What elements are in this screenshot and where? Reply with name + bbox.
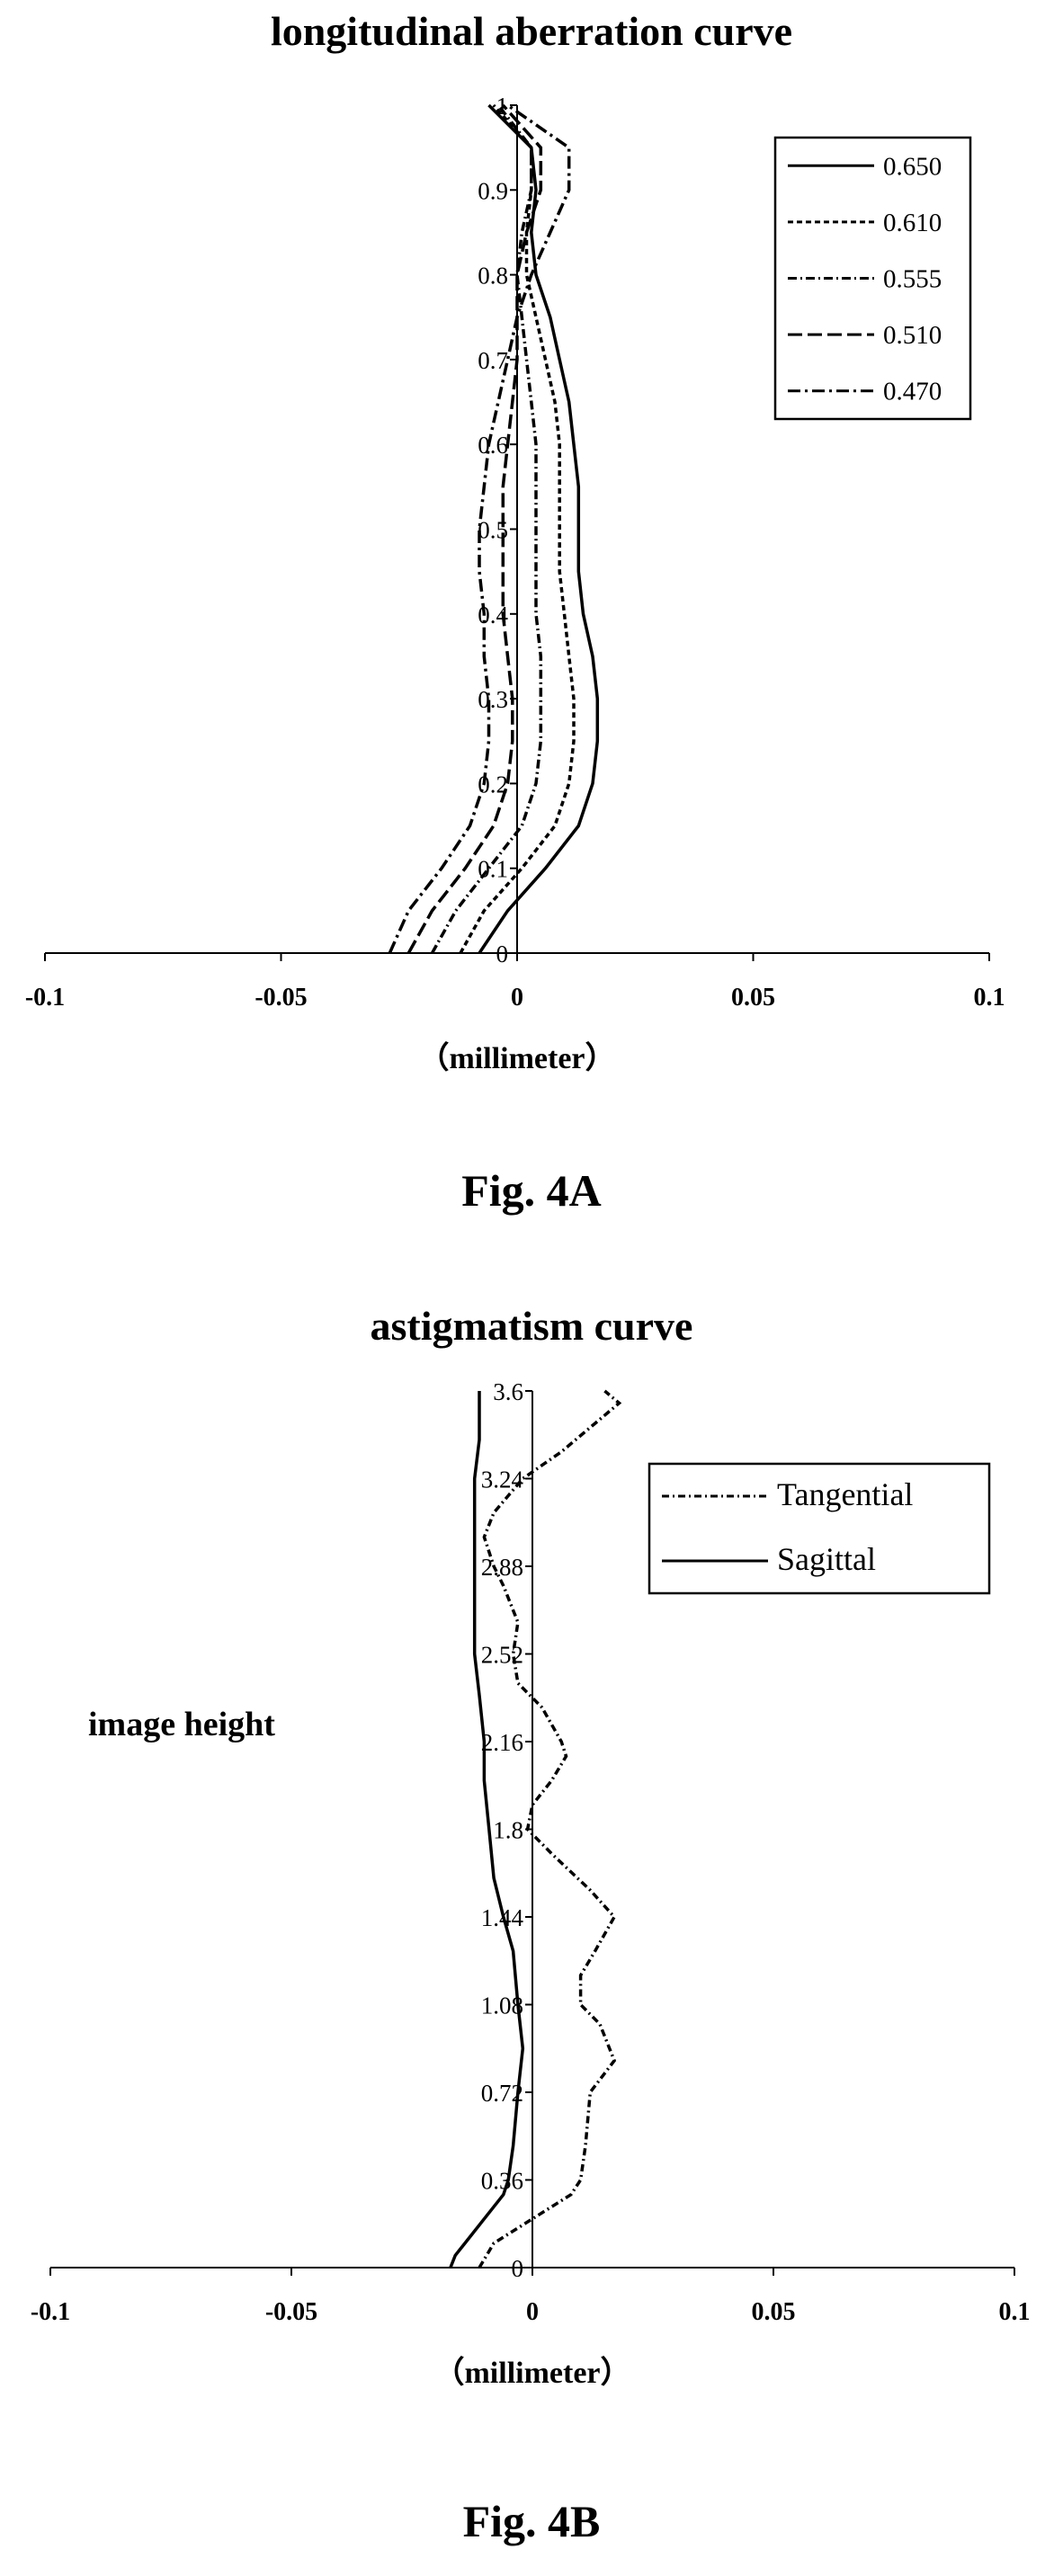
chart-b-legend: Tangential Sagittal [648,1462,991,1595]
figure-caption-4a: Fig. 4A [461,1165,602,1216]
series-line-0-650 [478,103,600,954]
y-tick-label: 0.6 [478,432,508,459]
chart-b-series-group [449,1389,622,2268]
x-tick-label: 0.1 [999,2298,1031,2326]
figure-caption-4b: Fig. 4B [462,2496,601,2546]
y-tick-label: 1.8 [493,1817,523,1844]
x-tick-label: 0.05 [752,2298,796,2326]
x-axis-label: （millimeter） [418,1040,615,1075]
y-tick-label: 2.52 [481,1642,523,1669]
legend-entry-label: 0.650 [883,152,942,181]
x-tick-label: 0.1 [974,984,1005,1012]
chart-b-title: astigmatism curve [370,1303,693,1349]
x-tick-label: -0.05 [255,984,307,1012]
legend-entry-label: 0.510 [883,321,942,350]
x-tick-label: 0 [526,2298,539,2326]
chart-a-legend: 0.650 0.610 0.555 0.510 0.470 [773,136,972,421]
x-tick-label: -0.1 [25,984,65,1012]
y-tick-label: 0.8 [478,263,508,290]
series-line-tangential [478,1389,622,2268]
series-line-0-555 [430,103,543,954]
y-axis-label: image height [88,1706,275,1743]
y-tick-label: 2.88 [481,1554,523,1581]
y-tick-label: 2.16 [481,1729,523,1756]
series-line-0-610 [459,103,576,954]
y-tick-label: 0.9 [478,177,508,204]
y-tick-label: 0.7 [478,347,508,374]
y-tick-label: 0 [512,2255,524,2282]
chart-a: -0.1 -0.05 0 0.05 0.100.10.20.30.40.50.60.70… [25,93,1005,1075]
y-tick-label: 0.36 [481,2168,523,2195]
x-tick-label: 0 [511,984,523,1012]
series-line-0-510 [406,103,543,954]
legend-entry-label: Tangential [777,1476,913,1512]
x-tick-label: -0.05 [265,2298,317,2326]
chart-a-axes: -0.1 -0.05 0 0.05 0.100.10.20.30.40.50.60.70… [25,93,1005,1075]
y-tick-label: 0.3 [478,686,508,713]
y-tick-label: 0 [496,940,509,967]
series-line-sagittal [449,1391,525,2268]
chart-a-series-group [388,103,600,954]
x-tick-label: -0.1 [31,2298,70,2326]
chart-b-axes: -0.1 -0.05 0 0.05 0.100.360.721.081.441.82.1… [31,1378,1031,2390]
legend-entry-label: Sagittal [777,1541,876,1577]
legend-entry-label: 0.555 [883,265,942,294]
x-axis-label: （millimeter） [433,2355,630,2390]
legend-entry-label: 0.470 [883,378,942,406]
chart-b: -0.1 -0.05 0 0.05 0.100.360.721.081.441.82.1… [31,1378,1031,2390]
chart-a-title: longitudinal aberration curve [270,8,793,54]
x-tick-label: 0.05 [731,984,775,1012]
y-tick-label: 3.24 [481,1466,524,1493]
legend-entry-label: 0.610 [883,209,942,237]
y-tick-label: 3.6 [493,1378,523,1405]
legend-box [648,1462,991,1595]
